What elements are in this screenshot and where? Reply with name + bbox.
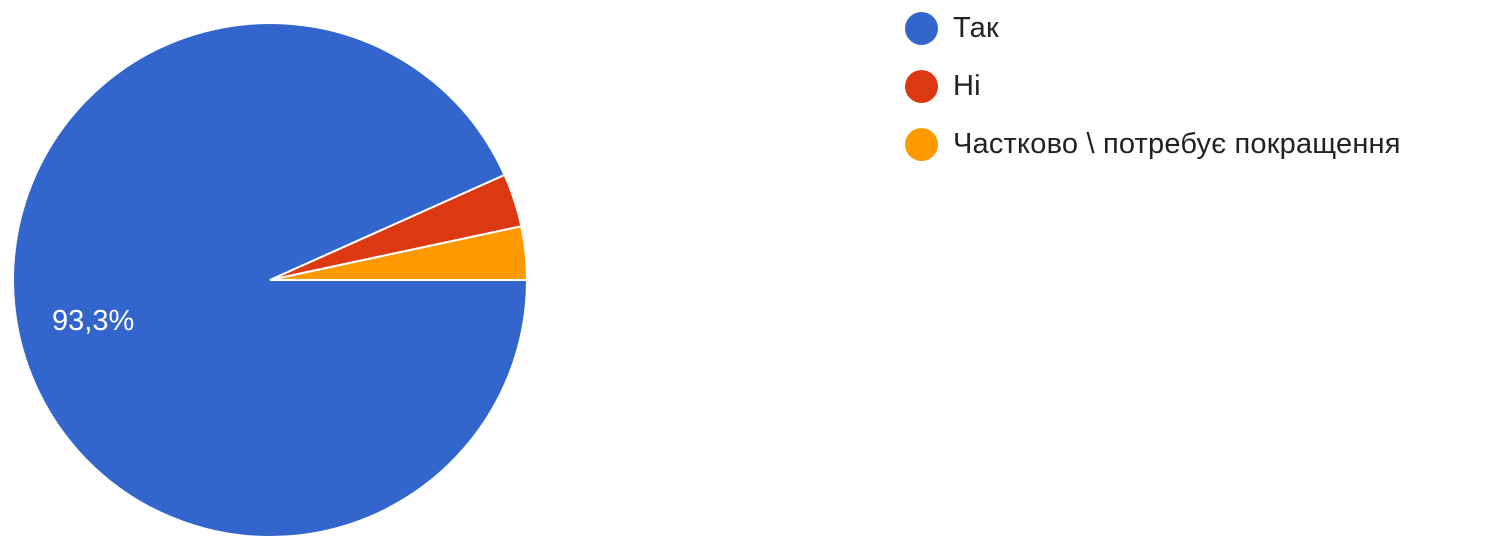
legend-item-tak[interactable]: Так [905, 10, 1401, 46]
pie-slices [12, 22, 529, 538]
legend-label: Так [953, 11, 999, 44]
legend-item-chastkovo[interactable]: Частково \ потребує покращення [905, 126, 1401, 162]
orange-dot-icon [905, 127, 938, 161]
legend-label: Ні [953, 69, 981, 102]
slice-chastkovo[interactable] [269, 225, 529, 281]
legend: Так Ні Частково \ потребує покращення [905, 10, 1401, 184]
pie-slice-labels: 93,3% [52, 305, 134, 337]
blue-dot-icon [905, 11, 938, 45]
slice-tak[interactable] [12, 22, 529, 538]
legend-item-ni[interactable]: Ні [905, 68, 1401, 104]
slice-percent-label: 93,3% [52, 305, 134, 337]
legend-label: Частково \ потребує покращення [953, 127, 1401, 160]
red-dot-icon [905, 69, 938, 103]
